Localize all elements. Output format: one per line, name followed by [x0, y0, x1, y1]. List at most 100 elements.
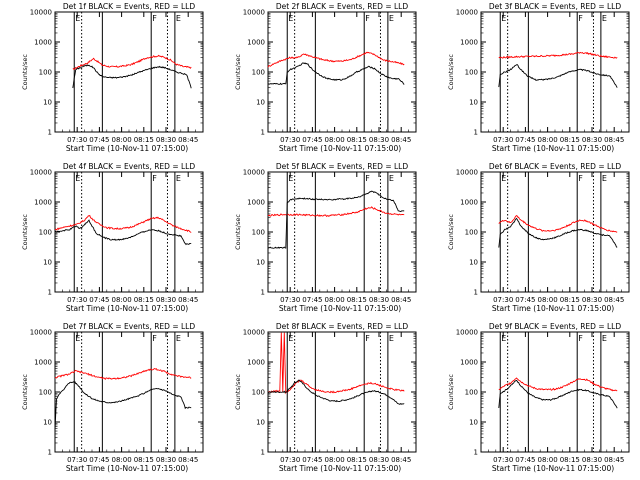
panel-title: Det 8f BLACK = Events, RED = LLD [276, 322, 409, 331]
x-tick-label: 08:30 [582, 456, 602, 464]
y-tick-label: 1 [261, 289, 265, 297]
x-tick-label: 07:45 [302, 136, 322, 144]
panel-7: Det 7f BLACK = Events, RED = LLD 1 10 100 10… [21, 322, 204, 473]
x-axis-label: Start Time (10-Nov-11 07:15:00) [492, 464, 614, 473]
event-line-label: E [176, 14, 181, 23]
y-tick-label: 100 [252, 229, 265, 237]
x-tick-label: 08:15 [134, 136, 154, 144]
event-line-label: F [152, 174, 157, 183]
x-tick-label: 08:30 [156, 136, 176, 144]
y-axis-label: Counts/sec [447, 54, 455, 90]
red-lld-series [267, 332, 405, 395]
y-tick-label: 10000 [243, 9, 265, 17]
event-line-label: E [389, 174, 394, 183]
y-tick-label: 1 [261, 129, 265, 137]
y-axis-label: Counts/sec [21, 214, 29, 250]
x-tick-label: 08:15 [347, 136, 367, 144]
x-axis-label: Start Time (10-Nov-11 07:15:00) [279, 464, 401, 473]
x-tick-label: 08:00 [538, 456, 558, 464]
y-tick-label: 1 [261, 449, 265, 457]
event-line-label: F [365, 14, 370, 23]
y-tick-label: 1 [474, 289, 478, 297]
y-tick-label: 10000 [456, 329, 478, 337]
plot-frame [267, 171, 417, 293]
event-line-label: F [578, 174, 583, 183]
x-tick-label: 08:00 [325, 136, 345, 144]
y-axis-label: Counts/sec [447, 214, 455, 250]
x-tick-label: 08:45 [604, 296, 624, 304]
x-axis-label: Start Time (10-Nov-11 07:15:00) [66, 304, 188, 313]
panel-9: Det 9f BLACK = Events, RED = LLD 1 10 100 10… [447, 322, 630, 473]
event-line-label: F [578, 334, 583, 343]
x-tick-label: 08:00 [325, 456, 345, 464]
panel-title: Det 7f BLACK = Events, RED = LLD [63, 322, 196, 331]
black-events-series [54, 381, 192, 432]
y-tick-label: 100 [39, 69, 52, 77]
x-tick-label: 08:45 [391, 296, 411, 304]
x-tick-label: 07:45 [515, 296, 535, 304]
y-tick-label: 10 [43, 419, 52, 427]
x-tick-label: 08:00 [112, 456, 132, 464]
x-tick-label: 08:30 [582, 136, 602, 144]
y-tick-label: 10000 [456, 169, 478, 177]
x-tick-label: 08:00 [112, 296, 132, 304]
y-tick-label: 1000 [247, 199, 265, 207]
black-events-series [54, 219, 192, 246]
y-axis-label: Counts/sec [234, 54, 242, 90]
black-events-series [267, 190, 405, 249]
x-tick-label: 08:15 [134, 296, 154, 304]
y-tick-label: 100 [252, 389, 265, 397]
y-tick-label: 100 [39, 229, 52, 237]
x-tick-label: 08:45 [178, 136, 198, 144]
y-tick-label: 100 [252, 69, 265, 77]
panel-6: Det 6f BLACK = Events, RED = LLD 1 10 100 10… [447, 162, 630, 313]
x-tick-label: 07:45 [515, 136, 535, 144]
x-axis-label: Start Time (10-Nov-11 07:15:00) [279, 304, 401, 313]
panel-4: Det 4f BLACK = Events, RED = LLD 1 10 100 10… [21, 162, 204, 313]
event-line-label: E [501, 174, 506, 183]
event-line-label: E [501, 14, 506, 23]
x-tick-label: 08:00 [538, 296, 558, 304]
y-tick-label: 1 [474, 449, 478, 457]
y-axis-label: Counts/sec [21, 54, 29, 90]
y-tick-label: 1 [48, 129, 52, 137]
panel-3: Det 3f BLACK = Events, RED = LLD 1 10 100 10… [447, 2, 630, 153]
x-tick-label: 07:30 [280, 296, 300, 304]
x-tick-label: 07:45 [302, 296, 322, 304]
panel-5: Det 5f BLACK = Events, RED = LLD 1 10 100 10… [234, 162, 417, 313]
y-tick-label: 1000 [247, 359, 265, 367]
x-tick-label: 08:30 [156, 296, 176, 304]
x-tick-label: 07:45 [515, 456, 535, 464]
event-line-label: F [152, 334, 157, 343]
y-tick-label: 1000 [34, 359, 52, 367]
y-axis-label: Counts/sec [234, 214, 242, 250]
y-tick-label: 10000 [243, 169, 265, 177]
event-line-label: F [365, 334, 370, 343]
y-tick-label: 1000 [460, 199, 478, 207]
x-tick-label: 08:15 [560, 296, 580, 304]
y-tick-label: 100 [465, 229, 478, 237]
plot-frame [54, 11, 204, 133]
event-line-label: E [75, 334, 80, 343]
event-line-label: E [602, 14, 607, 23]
x-tick-label: 08:30 [582, 296, 602, 304]
event-line-label: E [389, 334, 394, 343]
panel-title: Det 6f BLACK = Events, RED = LLD [489, 162, 622, 171]
y-tick-label: 10000 [30, 9, 52, 17]
panel-2: Det 2f BLACK = Events, RED = LLD 1 10 100 10… [234, 2, 417, 153]
y-tick-label: 1 [474, 129, 478, 137]
y-tick-label: 1000 [34, 199, 52, 207]
y-tick-label: 10000 [456, 9, 478, 17]
y-tick-label: 1000 [34, 39, 52, 47]
event-line-label: E [176, 334, 181, 343]
plot-frame [54, 331, 204, 453]
black-events-series [498, 379, 618, 409]
red-lld-series [498, 215, 618, 233]
y-tick-label: 10 [469, 259, 478, 267]
x-tick-label: 08:30 [369, 136, 389, 144]
panel-1: Det 1f BLACK = Events, RED = LLD 1 10 100 10… [21, 2, 204, 153]
black-events-series [267, 379, 405, 405]
red-lld-series [498, 377, 618, 392]
x-tick-label: 08:00 [112, 136, 132, 144]
y-tick-label: 1000 [460, 39, 478, 47]
